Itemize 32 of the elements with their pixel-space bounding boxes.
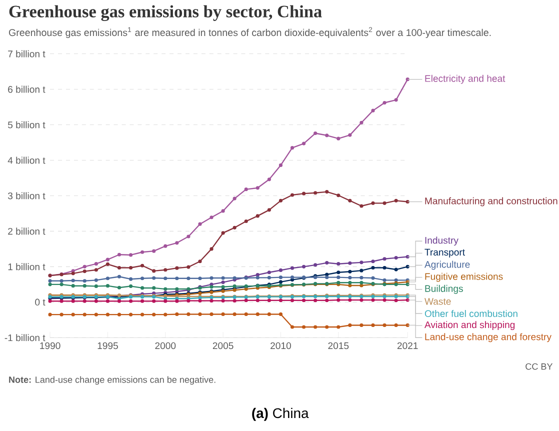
series-label: Land-use change and forestry <box>425 333 552 342</box>
series-label: Fugitive emissions <box>425 272 503 282</box>
y-tick-label: 2 billion t <box>8 228 46 235</box>
y-tick-label: -1 billion t <box>4 334 46 342</box>
series-label: Buildings <box>425 284 463 294</box>
x-tick-label: 2000 <box>155 342 176 349</box>
y-tick-label: 1 billion t <box>8 263 46 270</box>
y-tick-label: 5 billion t <box>8 121 46 128</box>
series-label: Waste <box>424 298 451 305</box>
x-tick-label: 1990 <box>40 342 60 349</box>
text: (a) China <box>252 408 309 421</box>
text: Aviation and shipping <box>424 320 515 330</box>
text: Other fuel combustion <box>424 310 518 317</box>
y-tick-label: 0 t <box>35 298 46 306</box>
x-tick-label: 2010 <box>270 342 291 349</box>
series-label: Transport <box>424 248 465 258</box>
chart-subtitle: Greenhouse gas emissions$^{1}$ are measured in tonnes of carbon dioxide-equivalents$^{2}$ over a 100-year timescale. <box>8 27 491 38</box>
x-tick-label: 1995 <box>98 342 118 349</box>
series-label: Agriculture <box>424 260 470 270</box>
series-label: Electricity and heat <box>425 74 506 84</box>
x-tick-label: 2005 <box>212 342 234 349</box>
y-tick-label: 3 billion t <box>8 192 46 200</box>
text: Note: Land-use change emissions can be negative. <box>9 376 216 385</box>
text: CC BY <box>526 363 553 370</box>
y-tick-label: 6 billion t <box>8 86 46 93</box>
series-label: Manufacturing and construction <box>425 197 558 206</box>
x-tick-label: 2021 <box>397 342 418 349</box>
y-tick-label: 4 billion t <box>8 156 46 164</box>
y-tick-label: 7 billion t <box>8 50 46 58</box>
text: Industry <box>425 236 458 246</box>
chart-title: Greenhouse gas emissions by sector, China <box>9 5 322 21</box>
x-tick-label: 2015 <box>328 342 349 349</box>
